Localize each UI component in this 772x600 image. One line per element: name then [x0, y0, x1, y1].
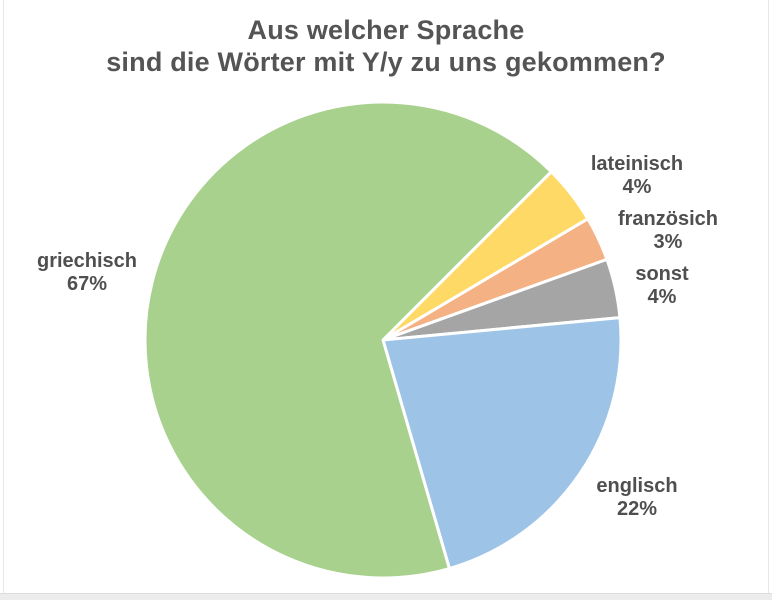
slice-label-text: lateinisch: [590, 153, 684, 175]
slice-label-text: griechisch: [36, 250, 138, 272]
slice-label-griechisch: griechisch 67%: [37, 250, 137, 296]
chart-title: Aus welcher Sprache sind die Wörter mit …: [0, 14, 772, 78]
slice-label-englisch: englisch 22%: [596, 475, 677, 521]
chart-title-line-2: sind die Wörter mit Y/y zu uns gekommen?: [106, 47, 666, 77]
slice-label-sonst: sonst 4%: [635, 263, 688, 309]
slice-label-franzosich: französich 3%: [618, 208, 718, 254]
slice-label-text: französich: [617, 208, 719, 230]
pie-slice-griechisch: [143, 100, 553, 580]
page-border-right: [768, 0, 769, 593]
slice-label-text: sonst: [635, 263, 689, 285]
slice-label-percent: 67%: [66, 273, 108, 295]
slice-label-lateinisch: lateinisch 4%: [591, 153, 683, 199]
pie-slice-englisch: [381, 316, 623, 571]
chart-title-line-1: Aus welcher Sprache: [247, 15, 525, 45]
page-border-left: [3, 0, 4, 593]
page-border-bottom: [0, 593, 772, 600]
slice-label-percent: 3%: [653, 231, 683, 253]
slice-label-percent: 4%: [622, 176, 652, 198]
slice-label-text: englisch: [596, 475, 678, 497]
slice-label-percent: 22%: [616, 498, 658, 520]
slice-label-percent: 4%: [647, 286, 677, 308]
